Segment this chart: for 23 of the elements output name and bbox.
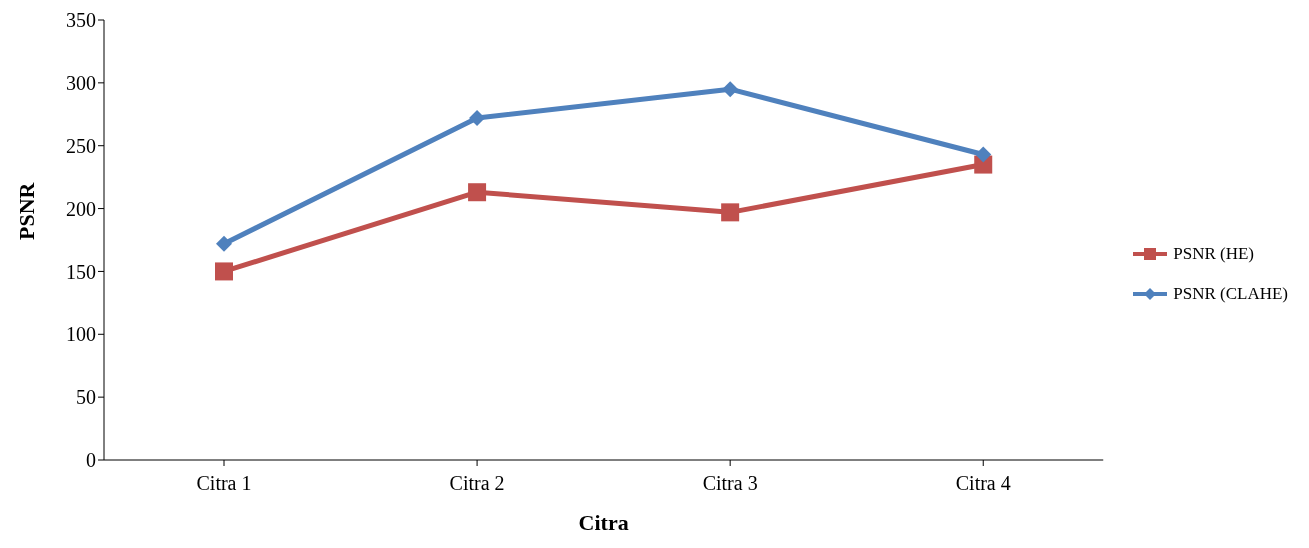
- point: [722, 81, 739, 98]
- y-tick-label: 150: [66, 260, 96, 283]
- x-tick-label: Citra 1: [196, 472, 252, 495]
- legend-label: PSNR (HE): [1173, 244, 1254, 264]
- y-tick-label: 200: [66, 197, 96, 220]
- y-tick-label: 0: [86, 449, 96, 472]
- y-tick-label: 350: [66, 9, 96, 32]
- y-tick-label: 50: [76, 386, 96, 409]
- y-tick-label: 250: [66, 134, 96, 157]
- point: [215, 262, 233, 281]
- x-tick-label: Citra 4: [955, 472, 1011, 495]
- point: [721, 203, 740, 222]
- point: [975, 146, 992, 163]
- legend-label: PSNR (CLAHE): [1173, 284, 1288, 304]
- point: [468, 183, 487, 202]
- y-axis-title: PSNR: [13, 181, 39, 240]
- x-tick-label: Citra 3: [702, 472, 758, 495]
- point: [469, 110, 486, 127]
- x-tick-label: Citra 2: [449, 472, 505, 495]
- y-tick-label: 300: [66, 71, 96, 94]
- x-axis-title: Citra: [578, 510, 629, 535]
- y-tick-label: 100: [66, 323, 96, 346]
- point: [216, 235, 232, 252]
